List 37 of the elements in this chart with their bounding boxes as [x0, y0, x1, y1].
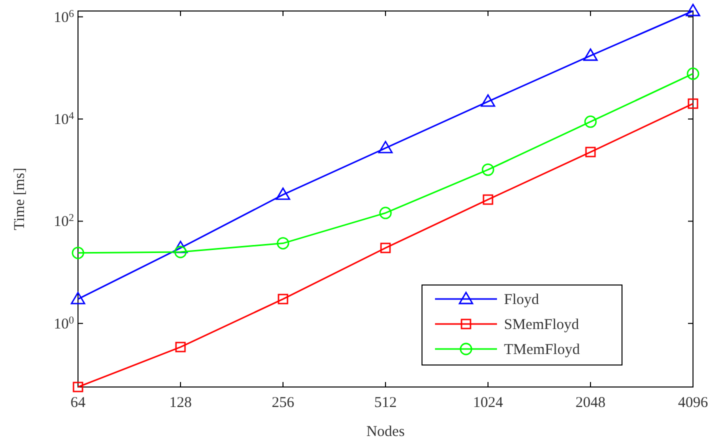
point — [480, 94, 496, 107]
point — [72, 382, 84, 392]
point — [585, 146, 596, 158]
y-tick-label: 10$^{6}$ — [54, 8, 74, 26]
legend-label: SMemFloyd — [504, 317, 580, 333]
point — [584, 116, 597, 128]
point — [175, 342, 186, 352]
point — [688, 98, 698, 109]
point — [380, 242, 391, 254]
point — [173, 240, 188, 254]
y-tick-label: 10$^{2}$ — [54, 212, 74, 230]
point — [482, 194, 494, 205]
x-tick-label: 1024 — [473, 395, 504, 411]
point — [378, 140, 393, 154]
point — [276, 188, 290, 200]
point — [174, 246, 187, 258]
point — [583, 48, 598, 61]
point — [686, 4, 700, 16]
x-axis-title: Nodes — [366, 424, 405, 439]
x-tick-label: 2048 — [576, 395, 606, 411]
legend-label: TMemFloyd — [504, 342, 580, 358]
point — [686, 68, 700, 80]
x-tick-label: 128 — [169, 395, 192, 411]
point — [379, 206, 392, 220]
point — [72, 246, 84, 260]
point — [278, 294, 288, 304]
x-tick-label: 64 — [70, 395, 86, 411]
y-axis-title: Time [ms] — [12, 168, 28, 230]
point — [482, 163, 494, 176]
x-tick-label: 4096 — [678, 395, 708, 411]
y-tick-label: 10$^{4}$ — [54, 110, 75, 128]
y-tick-label: 10$^{0}$ — [54, 314, 74, 332]
x-tick-label: 256 — [272, 395, 295, 411]
point — [70, 292, 86, 304]
legend-label: Floyd — [504, 292, 540, 308]
x-tick-label: 512 — [374, 395, 397, 411]
point — [276, 237, 290, 250]
